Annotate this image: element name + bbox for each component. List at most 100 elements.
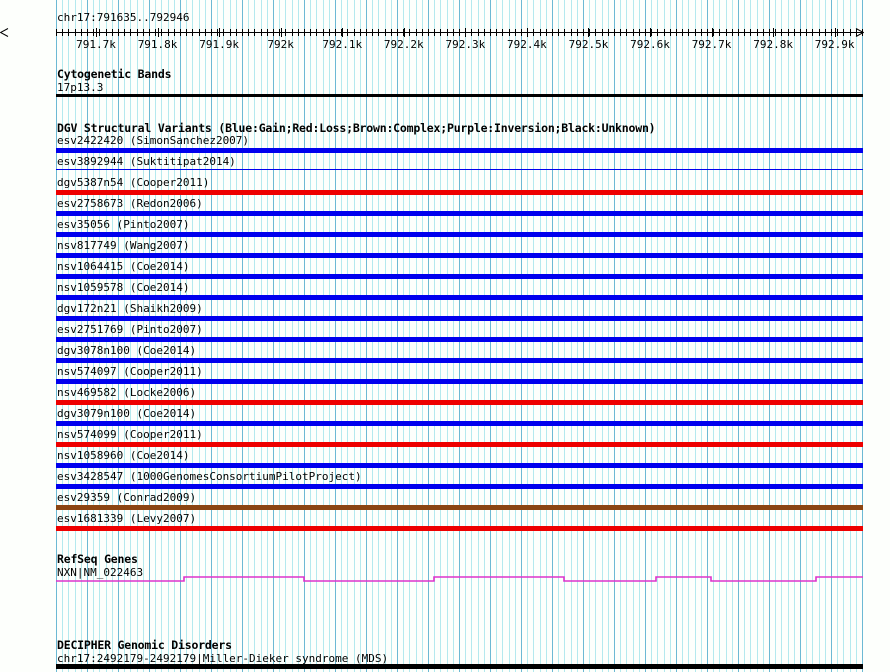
ruler-tick [130,29,131,36]
dgv-variant-row[interactable]: esv2422420 (SimonSanchez2007) [0,134,890,155]
dgv-variant-bar[interactable] [56,274,863,279]
dgv-variant-row[interactable]: nsv1059578 (Coe2014) [0,281,890,302]
dgv-variant-row[interactable]: esv2758673 (Redon2006) [0,197,890,218]
dgv-variant-row[interactable]: esv3892944 (Suktitipat2014) [0,155,890,176]
ruler-tick [155,29,156,36]
dgv-variant-row[interactable]: nsv469582 (Locke2006) [0,386,890,407]
dgv-variant-bar[interactable] [56,421,863,426]
dgv-variant-bar[interactable] [56,337,863,342]
dgv-variant-bar[interactable] [56,400,863,405]
ruler-tick-label: 792.9k [814,38,855,51]
dgv-variant-row[interactable]: dgv172n21 (Shaikh2009) [0,302,890,323]
dgv-variant-label: esv3428547 (1000GenomesConsortiumPilotPr… [57,470,362,483]
dgv-variant-label: nsv574099 (Cooper2011) [57,428,203,441]
cytogenetic-band-label[interactable]: 17p13.3 [57,81,104,94]
ruler-tick [93,29,94,36]
dgv-variant-bar[interactable] [56,190,863,195]
ruler-tick [577,29,578,36]
ruler-tick [453,29,454,36]
dgv-variant-bar[interactable] [56,358,863,363]
ruler-tick [837,29,838,36]
ruler-tick [478,29,479,36]
ruler-tick [223,29,224,36]
ruler-tick [168,29,169,36]
ruler-tick [676,29,677,36]
ruler-tick-label: 792.4k [507,38,547,51]
ruler-major-tick [158,28,159,37]
dgv-variant-row[interactable]: nsv574097 (Cooper2011) [0,365,890,386]
dgv-variant-row[interactable]: esv2751769 (Pinto2007) [0,323,890,344]
dgv-variant-row[interactable]: nsv1064415 (Coe2014) [0,260,890,281]
dgv-variant-bar[interactable] [56,484,863,489]
dgv-variant-bar[interactable] [56,526,863,531]
dgv-variant-bar[interactable] [56,463,863,468]
ruler-tick [825,29,826,36]
dgv-variant-row[interactable]: esv29359 (Conrad2009) [0,491,890,512]
ruler-tick [682,29,683,36]
ruler-tick-label: 792.3k [445,38,486,51]
dgv-variant-label: dgv5387n54 (Cooper2011) [57,176,210,189]
dgv-variant-bar[interactable] [56,211,863,216]
dgv-variant-row[interactable]: dgv5387n54 (Cooper2011) [0,176,890,197]
ruler-tick [329,29,330,36]
dgv-variant-label: nsv817749 (Wang2007) [57,239,190,252]
ruler-tick [248,29,249,36]
ruler-tick [502,29,503,36]
dgv-variant-bar[interactable] [56,316,863,321]
dgv-variant-row[interactable]: dgv3079n100 (Coe2014) [0,407,890,428]
dgv-variant-row[interactable]: esv1681339 (Levy2007) [0,512,890,533]
ruler-tick [68,29,69,36]
ruler-tick [484,29,485,36]
ruler-tick [87,29,88,36]
ruler-tick [614,29,615,36]
dgv-variant-bar[interactable] [56,505,863,510]
ruler-major-tick [527,28,528,37]
ruler-tick [335,29,336,36]
refseq-gene-label[interactable]: NXN|NM_022463 [57,566,144,579]
refseq-gene-model[interactable] [56,572,863,586]
dgv-variant-bar[interactable] [56,169,863,170]
dgv-variant-label: dgv3078n100 (Coe2014) [57,344,197,357]
dgv-variant-row[interactable]: esv35056 (Pinto2007) [0,218,890,239]
ruler-tick [416,29,417,36]
dgv-variant-bar[interactable] [56,379,863,384]
cytogenetic-band-bar[interactable] [56,94,863,97]
ruler-tick [106,29,107,36]
dgv-variant-bar[interactable] [56,253,863,258]
ruler-tick [633,29,634,36]
dgv-variant-bar[interactable] [56,295,863,300]
dgv-variant-row[interactable]: esv3428547 (1000GenomesConsortiumPilotPr… [0,470,890,491]
decipher-entry-label[interactable]: chr17:2492179-2492179|Miller-Dieker synd… [57,652,389,665]
ruler-tick-label: 792.5k [568,38,609,51]
ruler-tick [757,29,758,36]
decipher-disorder-bar[interactable] [56,664,863,669]
ruler-tick [496,29,497,36]
dgv-variant-bar[interactable] [56,442,863,447]
dgv-variant-bar[interactable] [56,232,863,237]
ruler-tick [279,29,280,36]
dgv-variant-label: nsv469582 (Locke2006) [57,386,197,399]
ruler-tick [546,29,547,36]
dgv-variant-row[interactable]: nsv1058960 (Coe2014) [0,449,890,470]
ruler-major-tick [835,28,836,37]
ruler-tick [62,29,63,36]
ruler-major-tick [773,28,774,37]
ruler-tick [769,29,770,36]
dgv-variant-row[interactable]: nsv574099 (Cooper2011) [0,428,890,449]
ruler-axis [56,28,863,37]
dgv-track-title: DGV Structural Variants (Blue:Gain;Red:L… [57,121,656,135]
ruler-tick [316,29,317,36]
ruler-tick [595,29,596,36]
ruler-tick-label: 792.8k [753,38,793,51]
ruler-tick-labels: 791.7k 791.8k 791.9k 792k 792.1k 792.2k 792.3k… [0,38,890,52]
dgv-variant-bar[interactable] [56,148,863,153]
ruler-tick [137,29,138,36]
ruler-tick [292,29,293,36]
ruler-tick [56,29,57,36]
ruler-tick [626,29,627,36]
ruler-tick [738,29,739,36]
dgv-variant-row[interactable]: nsv817749 (Wang2007) [0,239,890,260]
dgv-variant-row[interactable]: dgv3078n100 (Coe2014) [0,344,890,365]
coordinate-ruler[interactable]: chr17:791635..792946 791.7k 791.8k 791.9k 7… [0,0,890,58]
ruler-tick [273,29,274,36]
